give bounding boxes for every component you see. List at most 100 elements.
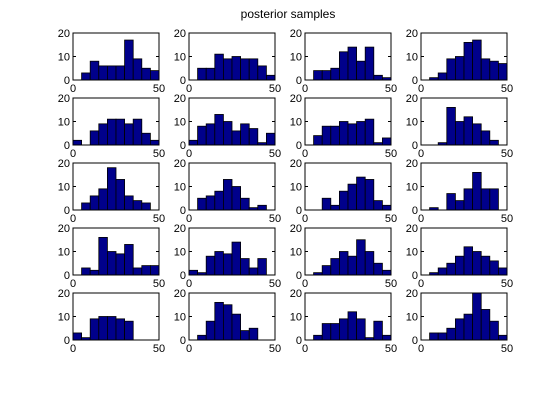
x-tick-label: 50 <box>385 213 397 225</box>
y-tick-label: 20 <box>406 28 418 40</box>
histogram-bar <box>107 119 116 145</box>
x-tick-label: 50 <box>269 83 281 95</box>
histogram-bar <box>232 57 241 81</box>
histogram-bar <box>90 131 99 145</box>
x-tick-label: 50 <box>385 278 397 290</box>
histogram-bar <box>266 75 275 80</box>
histogram-panel-6: 010200 50 <box>174 93 281 160</box>
histogram-bar <box>249 328 258 340</box>
histogram-bar <box>348 184 357 210</box>
y-tick-label: 10 <box>406 52 418 64</box>
histogram-bar <box>241 59 250 80</box>
histogram-bar <box>464 42 473 80</box>
x-tick-label: 0 <box>418 83 424 95</box>
y-tick-label: 20 <box>174 158 186 170</box>
histogram-panel-1: 0 10 20 0 50 <box>58 28 165 95</box>
figure-title: posterior samples <box>241 7 336 21</box>
histogram-bar <box>348 256 357 275</box>
histogram-bar <box>331 324 340 340</box>
histogram-bar <box>348 47 357 80</box>
histogram-panel-9: 010200 50 <box>58 158 165 225</box>
histogram-bar <box>125 40 134 80</box>
y-tick-label: 20 <box>290 223 302 235</box>
histogram-bar <box>490 321 499 340</box>
histogram-bar <box>189 270 198 275</box>
histogram-bar <box>455 122 464 146</box>
histogram-bar <box>447 328 456 340</box>
histogram-bar <box>374 263 383 275</box>
y-tick-label: 20 <box>290 28 302 40</box>
y-tick-label: 20 <box>174 288 186 300</box>
histogram-panel-18: 010200 50 <box>174 288 281 355</box>
histogram-bar <box>498 268 507 275</box>
histogram-bar <box>258 259 267 275</box>
histogram-bar <box>322 198 331 210</box>
y-tick-label: 10 <box>290 247 302 259</box>
x-tick-label: 50 <box>153 213 165 225</box>
histogram-bar <box>455 201 464 210</box>
histogram-bar <box>339 52 348 80</box>
histogram-bar <box>215 191 224 210</box>
histogram-bar <box>206 196 215 210</box>
histogram-bar <box>125 124 134 145</box>
histogram-bar <box>125 244 134 275</box>
histogram-bar <box>249 268 258 275</box>
histogram-bar <box>357 319 366 340</box>
x-tick-label: 0 <box>186 148 192 160</box>
y-tick-label: 10 <box>406 117 418 129</box>
histogram-bar <box>464 247 473 275</box>
histogram-bar <box>73 140 82 145</box>
y-tick-label: 20 <box>290 158 302 170</box>
y-tick-label: 20 <box>406 93 418 105</box>
x-tick-label: 0 <box>302 278 308 290</box>
histogram-bar <box>365 119 374 145</box>
histogram-bar <box>490 61 499 80</box>
histogram-bar <box>142 133 151 145</box>
histogram-bar <box>99 189 108 210</box>
histogram-panel-13: 010200 50 <box>58 223 165 290</box>
histogram-panel-15: 010200 50 <box>290 223 397 290</box>
histogram-bar <box>142 266 151 275</box>
y-tick-label: 10 <box>174 182 186 194</box>
x-tick-label: 0 <box>70 278 76 290</box>
histogram-bar <box>455 57 464 81</box>
x-tick-label: 0 <box>70 343 76 355</box>
y-tick-label: 20 <box>290 93 302 105</box>
y-tick-label: 10 <box>174 247 186 259</box>
histogram-bar <box>215 54 224 80</box>
histogram-bar <box>198 68 207 80</box>
y-tick-label: 10 <box>406 312 418 324</box>
histogram-bar <box>490 189 499 210</box>
histogram-bar <box>374 201 383 210</box>
histogram-panel-19: 010200 50 <box>290 288 397 355</box>
x-tick-label: 0 <box>302 343 308 355</box>
histogram-bar <box>473 293 482 340</box>
y-tick-label: 20 <box>58 223 70 235</box>
histogram-bar <box>150 266 159 275</box>
y-tick-label: 20 <box>174 223 186 235</box>
y-tick-label: 10 <box>58 182 70 194</box>
x-tick-label: 50 <box>501 148 513 160</box>
histogram-bar <box>241 124 250 145</box>
histogram-bar <box>357 61 366 80</box>
histogram-bar <box>365 179 374 210</box>
y-tick-label: 10 <box>58 312 70 324</box>
histogram-bar <box>331 126 340 145</box>
histogram-bar <box>348 124 357 145</box>
histogram-bar <box>223 59 232 80</box>
histogram-bar <box>249 129 258 145</box>
histogram-bar <box>133 201 142 210</box>
histogram-bar <box>473 124 482 145</box>
histogram-bar <box>107 168 116 210</box>
histogram-bar <box>473 252 482 276</box>
x-tick-label: 50 <box>501 83 513 95</box>
histogram-bar <box>339 319 348 340</box>
histogram-bar <box>464 117 473 145</box>
y-tick-label: 10 <box>58 52 70 64</box>
y-tick-label: 20 <box>406 288 418 300</box>
histogram-bar <box>223 122 232 146</box>
histogram-panel-2: 0 10 20 0 50 <box>174 28 281 95</box>
histogram-bar <box>116 319 125 340</box>
histogram-bar <box>473 172 482 210</box>
x-tick-label: 0 <box>418 213 424 225</box>
